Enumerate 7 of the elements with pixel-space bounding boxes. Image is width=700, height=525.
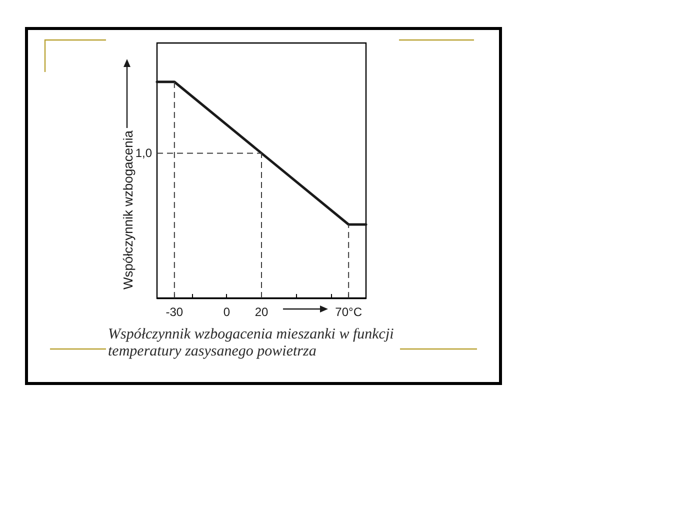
annotation: 1,0: [135, 146, 152, 160]
x-tick-label: 70°C: [335, 305, 362, 319]
x-tick-label: -30: [166, 305, 184, 319]
x-tick-label: 20: [254, 305, 268, 319]
text: Współczynnik wzbogacenia mieszanki w funkcji temperatury zasysanego powietrza: [108, 326, 398, 360]
x-tick-label: 0: [223, 305, 230, 319]
y-axis-title: Współczynnik wzbogacenia: [120, 130, 136, 290]
